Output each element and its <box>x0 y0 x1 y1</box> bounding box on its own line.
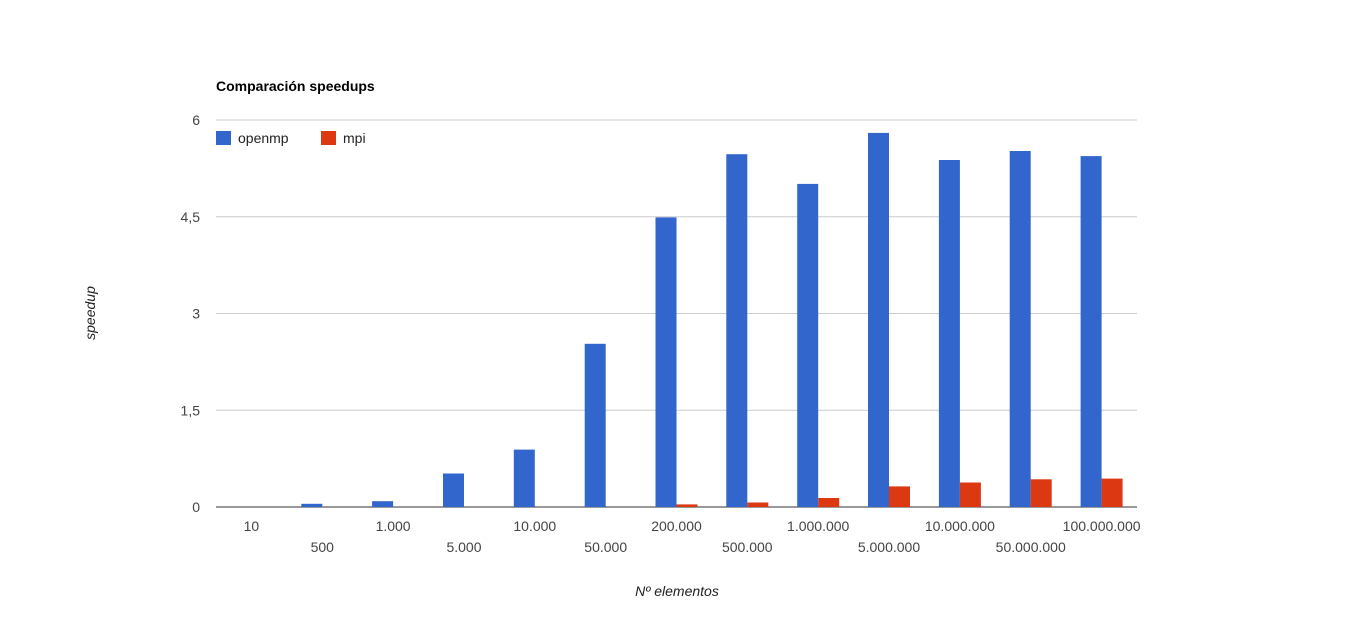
x-tick-label: 50.000 <box>584 539 627 555</box>
bar-openmp <box>301 503 323 507</box>
chart-title: Comparación speedups <box>216 78 375 94</box>
x-tick-label: 5.000 <box>446 539 481 555</box>
x-tick-label: 500 <box>311 539 335 555</box>
bar-openmp <box>797 183 819 507</box>
y-tick-label: 6 <box>192 112 200 128</box>
bar-mpi <box>676 504 698 507</box>
bar-openmp <box>584 343 606 507</box>
bars <box>301 132 1123 507</box>
x-tick-label: 50.000.000 <box>996 539 1066 555</box>
x-tick-label: 10.000 <box>513 518 556 534</box>
x-tick-label: 10.000.000 <box>925 518 995 534</box>
y-tick-label: 4,5 <box>181 209 201 225</box>
bar-openmp <box>655 217 677 507</box>
x-tick-label: 1.000.000 <box>787 518 849 534</box>
bar-mpi <box>1030 479 1052 507</box>
bar-mpi <box>747 502 769 507</box>
x-axis-title: Nº elementos <box>635 583 719 599</box>
x-tick-label: 1.000 <box>376 518 411 534</box>
bar-mpi <box>1101 478 1123 507</box>
bar-mpi <box>889 486 910 507</box>
legend-label-openmp: openmp <box>238 130 289 146</box>
bar-openmp <box>938 160 960 507</box>
y-axis-title: speedup <box>82 286 98 340</box>
x-tick-label: 500.000 <box>722 539 773 555</box>
bar-openmp <box>372 501 394 507</box>
y-tick-label: 3 <box>192 306 200 322</box>
y-tick-label: 1,5 <box>181 402 201 418</box>
bar-openmp <box>726 154 748 507</box>
legend-swatch-openmp <box>216 131 231 145</box>
bar-openmp <box>443 473 464 507</box>
x-tick-label: 100.000.000 <box>1063 518 1141 534</box>
legend-swatch-mpi <box>321 131 336 145</box>
bar-openmp <box>1080 156 1102 507</box>
bar-mpi <box>959 482 981 507</box>
legend-label-mpi: mpi <box>343 130 366 146</box>
y-axis-ticks: 0 1,5 3 4,5 6 <box>181 112 201 515</box>
bar-openmp <box>1009 151 1031 507</box>
bar-openmp <box>513 449 535 507</box>
x-tick-label: 5.000.000 <box>858 539 920 555</box>
x-axis-ticks: 10 500 1.000 5.000 10.000 50.000 200.000 500.00… <box>244 518 1141 555</box>
bar-openmp <box>868 132 889 507</box>
x-tick-label: 200.000 <box>651 518 702 534</box>
bar-mpi <box>818 498 840 507</box>
legend: openmp mpi <box>216 130 366 146</box>
x-tick-label: 10 <box>244 518 260 534</box>
y-tick-label: 0 <box>192 499 200 515</box>
